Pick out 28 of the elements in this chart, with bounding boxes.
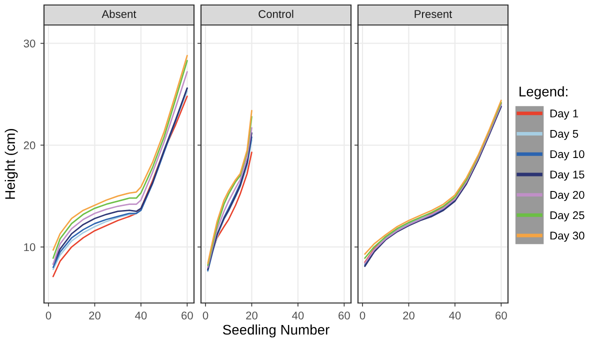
x-tick-label: 40 (449, 312, 461, 320)
legend-title: Legend: (520, 86, 568, 100)
x-axis-title: Seedling Number (222, 324, 330, 338)
y-axis-title: Height (cm) (4, 128, 18, 199)
chart-title: Present (414, 10, 452, 18)
x-tick-label: 20 (403, 312, 414, 320)
x-tick-label: 40 (292, 312, 304, 320)
x-tick-label: 20 (89, 312, 100, 320)
y-tick-label: 20 (24, 141, 36, 150)
chart-title: Absent (102, 10, 136, 18)
legend-label: Day 1 (550, 110, 578, 120)
x-tick-label: 40 (135, 312, 147, 320)
legend-label: Day 25 (550, 211, 584, 222)
x-tick-label: 0 (46, 312, 52, 320)
y-tick-label: 30 (24, 40, 36, 48)
y-tick-label: 10 (24, 243, 36, 252)
x-tick-label: 60 (496, 312, 507, 320)
x-tick-label: 60 (338, 312, 350, 320)
x-tick-label: 0 (202, 312, 208, 320)
legend-label: Day 30 (550, 232, 584, 242)
legend-label: Day 5 (550, 130, 578, 140)
x-tick-label: 20 (246, 312, 258, 320)
legend-label: Day 10 (550, 150, 584, 160)
legend-label: Day 15 (550, 170, 584, 181)
chart-title: Control (258, 10, 294, 18)
x-tick-label: 60 (182, 312, 193, 320)
legend-label: Day 20 (550, 190, 584, 202)
x-tick-label: 0 (360, 312, 366, 320)
